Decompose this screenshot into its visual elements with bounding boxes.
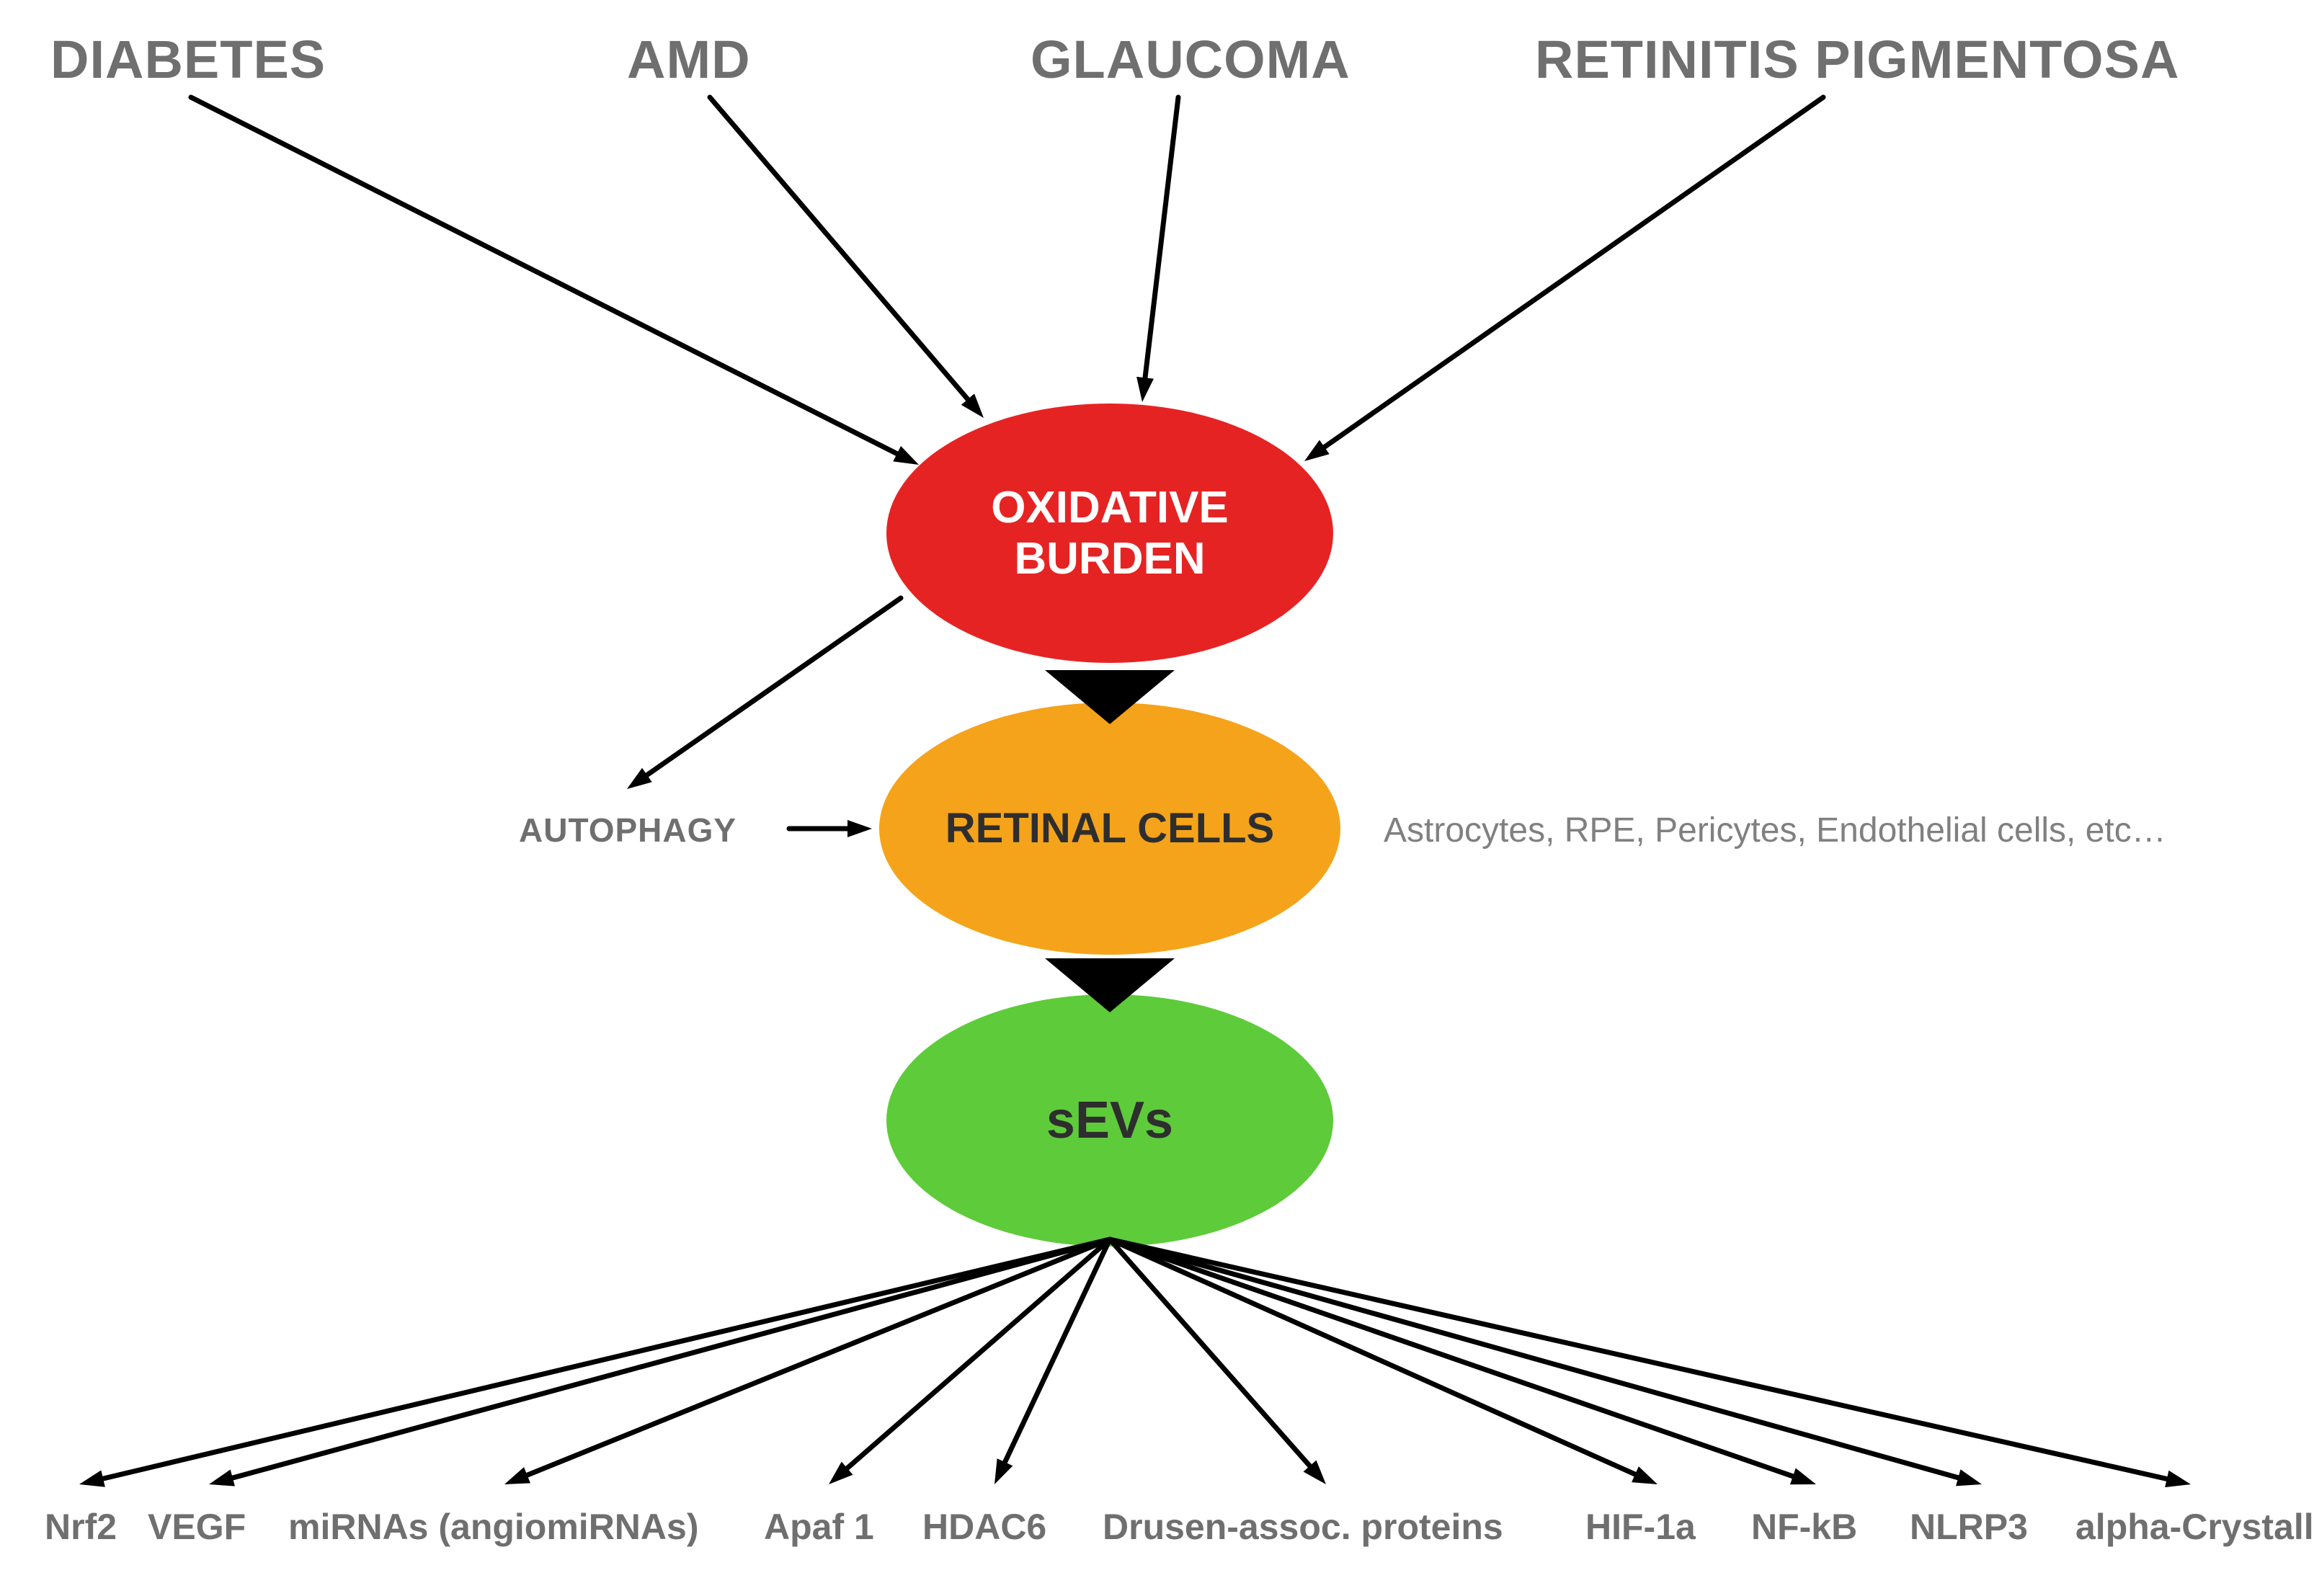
bottom-label-nrf2: Nrf2 — [45, 1506, 117, 1548]
label-cell-types: Astrocytes, RPE, Pericytes, Endothelial … — [1384, 811, 2166, 850]
bottom-label-nlrp3: NLRP3 — [1910, 1506, 2028, 1548]
node-sevs: sEVs — [886, 994, 1333, 1247]
bottom-label-vegf: VEGF — [148, 1506, 246, 1548]
bottom-label-apaf1: Apaf 1 — [764, 1506, 874, 1548]
node-oxidative-burden-line2: BURDEN — [1014, 534, 1205, 584]
top-label-amd: AMD — [627, 29, 751, 90]
bottom-label-acryst: alpha-Crystallin — [2075, 1506, 2314, 1548]
node-oxidative-burden-line1: OXIDATIVE — [991, 483, 1229, 532]
top-label-rp: RETINITIS PIGMENTOSA — [1535, 29, 2179, 90]
bottom-label-drusen: Drusen-assoc. proteins — [1103, 1506, 1503, 1548]
bottom-label-mirnas: miRNAs (angiomiRNAs) — [288, 1506, 698, 1548]
node-retinal-cells: RETINAL CELLS — [879, 703, 1340, 955]
diagram-canvas: DIABETES AMD GLAUCOMA RETINITIS PIGMENTO… — [0, 0, 2314, 1596]
bottom-label-nfkb: NF-kB — [1751, 1506, 1857, 1548]
label-autophagy: AUTOPHAGY — [519, 811, 737, 850]
top-label-glaucoma: GLAUCOMA — [1031, 29, 1350, 90]
top-label-diabetes: DIABETES — [50, 29, 326, 90]
node-oxidative-burden: OXIDATIVE BURDEN — [886, 404, 1333, 663]
node-retinal-cells-label: RETINAL CELLS — [945, 805, 1275, 852]
bottom-label-hif1a: HIF-1a — [1585, 1506, 1696, 1548]
bottom-label-hdac6: HDAC6 — [922, 1506, 1046, 1548]
node-sevs-label: sEVs — [1046, 1092, 1173, 1149]
